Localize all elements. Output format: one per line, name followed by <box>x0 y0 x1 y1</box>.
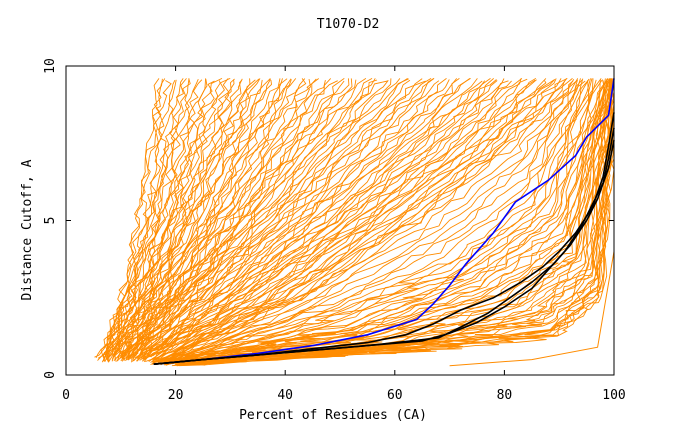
bundle-curve <box>449 251 614 367</box>
bundle-curve <box>130 79 378 363</box>
bundle-curve <box>143 78 471 359</box>
bundle-curve <box>168 79 608 365</box>
bundle-curve <box>167 79 601 361</box>
y-tick-label: 0 <box>43 371 58 379</box>
bundle-curve <box>116 78 271 362</box>
bundle-curve <box>108 79 235 363</box>
bundle-curve <box>165 78 579 362</box>
chart-title: T1070-D2 <box>317 17 380 32</box>
bundle-curve <box>182 116 614 366</box>
bundle-curve <box>121 78 307 360</box>
x-tick-label: 80 <box>497 388 513 403</box>
bundle-curve <box>118 78 271 359</box>
bundle-curve <box>102 78 184 359</box>
bundle-curve <box>164 78 591 361</box>
bundle-curve <box>103 79 203 363</box>
x-tick-label: 60 <box>387 388 403 403</box>
bundle-curve <box>152 78 557 361</box>
x-axis-label: Percent of Residues (CA) <box>239 408 427 423</box>
bundle-curve <box>106 79 199 362</box>
bundle-curve <box>114 79 256 362</box>
highlight-blue-curve <box>153 78 615 365</box>
bundle-curve <box>139 78 471 361</box>
bundle-curve <box>94 78 160 358</box>
bundle-curve <box>95 78 163 358</box>
bundle-curve <box>156 78 562 363</box>
bundle-curve <box>111 78 261 362</box>
bundle-curve <box>157 79 578 363</box>
bundle-curve <box>157 80 574 365</box>
highlighted-curves <box>153 78 615 365</box>
orange-curve-bundle <box>94 77 614 367</box>
bundle-curve <box>176 79 614 366</box>
bundle-curve <box>107 78 235 359</box>
bundle-curve <box>163 79 609 362</box>
bundle-curve <box>163 78 590 363</box>
y-tick-label: 10 <box>43 58 58 74</box>
bundle-curve <box>143 79 497 358</box>
bundle-curve <box>136 78 447 361</box>
bundle-curve <box>132 78 392 361</box>
plot-area <box>65 65 615 376</box>
bundle-curve <box>119 79 311 359</box>
bundle-curve <box>138 78 458 358</box>
x-tick-label: 40 <box>277 388 293 403</box>
bundle-curve <box>178 122 614 367</box>
bundle-curve <box>125 79 326 361</box>
y-tick-label: 5 <box>43 217 58 225</box>
bundle-curve <box>159 79 578 362</box>
bundle-curve <box>162 78 575 362</box>
bundle-curve <box>180 93 614 366</box>
bundle-curve <box>146 80 498 359</box>
bundle-curve <box>97 79 177 359</box>
bundle-curve <box>151 80 509 360</box>
bundle-curve <box>148 78 523 362</box>
bundle-curve <box>150 78 505 358</box>
y-axis: 0 5 10 <box>43 58 614 379</box>
bundle-curve <box>125 78 350 362</box>
bundle-curve <box>164 80 588 366</box>
bundle-curve <box>165 80 608 366</box>
bundle-curve <box>150 78 528 363</box>
x-axis: 0 20 40 60 80 100 <box>62 66 626 403</box>
bundle-curve <box>143 80 486 363</box>
bundle-curve <box>137 78 423 360</box>
x-tick-label: 20 <box>168 388 184 403</box>
bundle-curve <box>145 80 512 363</box>
bundle-curve <box>105 80 221 361</box>
bundle-curve <box>136 78 435 360</box>
bundle-curve <box>176 78 610 364</box>
bundle-curve <box>112 78 230 359</box>
bundle-curve <box>163 80 586 366</box>
bundle-curve <box>151 79 536 365</box>
bundle-curve <box>150 80 547 366</box>
bundle-curve <box>151 78 537 365</box>
bundle-curve <box>154 78 568 365</box>
bundle-curve <box>152 78 556 363</box>
bundle-curve <box>152 78 547 362</box>
bundle-curve <box>152 78 522 363</box>
bundle-curve <box>141 78 494 362</box>
x-tick-label: 0 <box>62 388 70 403</box>
bundle-curve <box>163 80 589 362</box>
x-tick-label: 100 <box>602 388 625 403</box>
y-axis-label: Distance Cutoff, A <box>20 159 35 300</box>
bundle-curve <box>165 79 583 364</box>
bundle-curve <box>108 77 223 361</box>
bundle-curve <box>167 78 611 364</box>
bundle-curve <box>122 80 338 358</box>
bundle-curve <box>136 78 432 362</box>
bundle-curve <box>121 78 319 358</box>
highlight-black-curve <box>153 140 615 365</box>
bundle-curve <box>114 78 281 360</box>
bundle-curve <box>162 80 605 363</box>
